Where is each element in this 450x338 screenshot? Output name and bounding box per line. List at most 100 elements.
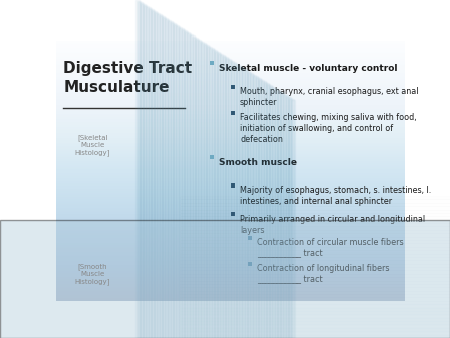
Bar: [240, 68, 245, 338]
Bar: [192, 37, 196, 338]
Bar: [256, 78, 261, 338]
Bar: [187, 33, 192, 338]
Bar: [180, 321, 450, 324]
Bar: [180, 267, 450, 270]
Bar: [141, 4, 146, 338]
Bar: [180, 318, 450, 321]
Bar: [171, 23, 176, 338]
Bar: [180, 172, 450, 176]
Bar: [180, 226, 450, 230]
Bar: [207, 47, 212, 338]
FancyBboxPatch shape: [0, 220, 450, 338]
Text: Contraction of longitudinal fibers
___________ tract: Contraction of longitudinal fibers _____…: [257, 264, 389, 284]
Bar: [230, 184, 235, 188]
Bar: [190, 35, 194, 338]
Bar: [180, 297, 450, 301]
Bar: [180, 281, 450, 284]
Text: Contraction of circular muscle fibers
___________ tract: Contraction of circular muscle fibers __…: [257, 238, 403, 258]
Bar: [280, 93, 284, 338]
Bar: [238, 66, 242, 338]
Bar: [180, 311, 450, 314]
Bar: [275, 90, 279, 338]
Text: Smooth muscle: Smooth muscle: [219, 158, 297, 167]
Bar: [180, 257, 450, 260]
Bar: [180, 274, 450, 277]
Bar: [180, 304, 450, 308]
Bar: [289, 99, 294, 338]
Bar: [158, 15, 163, 338]
Bar: [182, 30, 187, 338]
Bar: [180, 250, 450, 254]
Bar: [152, 11, 157, 338]
Bar: [231, 62, 236, 338]
Bar: [165, 19, 169, 338]
Bar: [239, 67, 243, 338]
Bar: [196, 40, 201, 338]
Bar: [228, 60, 232, 338]
Bar: [170, 22, 174, 338]
Bar: [248, 262, 252, 266]
Bar: [234, 64, 238, 338]
Bar: [217, 53, 221, 338]
Bar: [270, 87, 275, 338]
Bar: [180, 206, 450, 210]
Bar: [163, 18, 168, 338]
Bar: [253, 76, 257, 338]
Bar: [221, 56, 226, 338]
Bar: [180, 196, 450, 199]
Bar: [180, 291, 450, 294]
Bar: [226, 59, 231, 338]
Bar: [162, 17, 166, 338]
Bar: [233, 63, 237, 338]
Bar: [180, 233, 450, 237]
Bar: [180, 240, 450, 243]
Bar: [259, 80, 264, 338]
Bar: [180, 328, 450, 331]
Text: [Skeletal
Muscle
Histology]: [Skeletal Muscle Histology]: [75, 135, 110, 156]
Bar: [214, 51, 218, 338]
Bar: [160, 16, 165, 338]
Bar: [210, 61, 214, 65]
Bar: [274, 89, 278, 338]
Bar: [149, 9, 154, 338]
Bar: [146, 7, 150, 338]
Bar: [250, 74, 255, 338]
Bar: [225, 58, 229, 338]
Bar: [245, 71, 250, 338]
Bar: [180, 176, 450, 179]
Bar: [180, 189, 450, 193]
Bar: [180, 183, 450, 186]
Bar: [184, 31, 188, 338]
Bar: [288, 98, 292, 338]
Bar: [212, 50, 217, 338]
Bar: [154, 12, 158, 338]
Bar: [282, 94, 286, 338]
Bar: [180, 264, 450, 267]
Text: [Smooth
Muscle
Histology]: [Smooth Muscle Histology]: [75, 263, 110, 285]
Bar: [202, 44, 207, 338]
Bar: [195, 39, 199, 338]
Bar: [180, 270, 450, 274]
Bar: [206, 46, 211, 338]
Bar: [156, 13, 160, 338]
Bar: [180, 186, 450, 189]
Bar: [266, 84, 270, 338]
Bar: [144, 6, 149, 338]
Bar: [180, 220, 450, 223]
Bar: [291, 100, 295, 338]
Bar: [137, 1, 141, 338]
Bar: [215, 52, 220, 338]
Bar: [286, 97, 291, 338]
Bar: [204, 45, 209, 338]
Text: Mouth, pharynx, cranial esophagus, ext anal
sphincter: Mouth, pharynx, cranial esophagus, ext a…: [240, 88, 418, 107]
Bar: [180, 29, 185, 338]
Bar: [211, 49, 215, 338]
Bar: [230, 212, 235, 216]
Text: Facilitates chewing, mixing saliva with food,
initiation of swallowing, and cont: Facilitates chewing, mixing saliva with …: [240, 114, 417, 144]
Bar: [135, 0, 140, 338]
Bar: [209, 48, 213, 338]
Bar: [180, 203, 450, 206]
Bar: [189, 34, 193, 338]
Bar: [180, 277, 450, 281]
Bar: [179, 28, 184, 338]
